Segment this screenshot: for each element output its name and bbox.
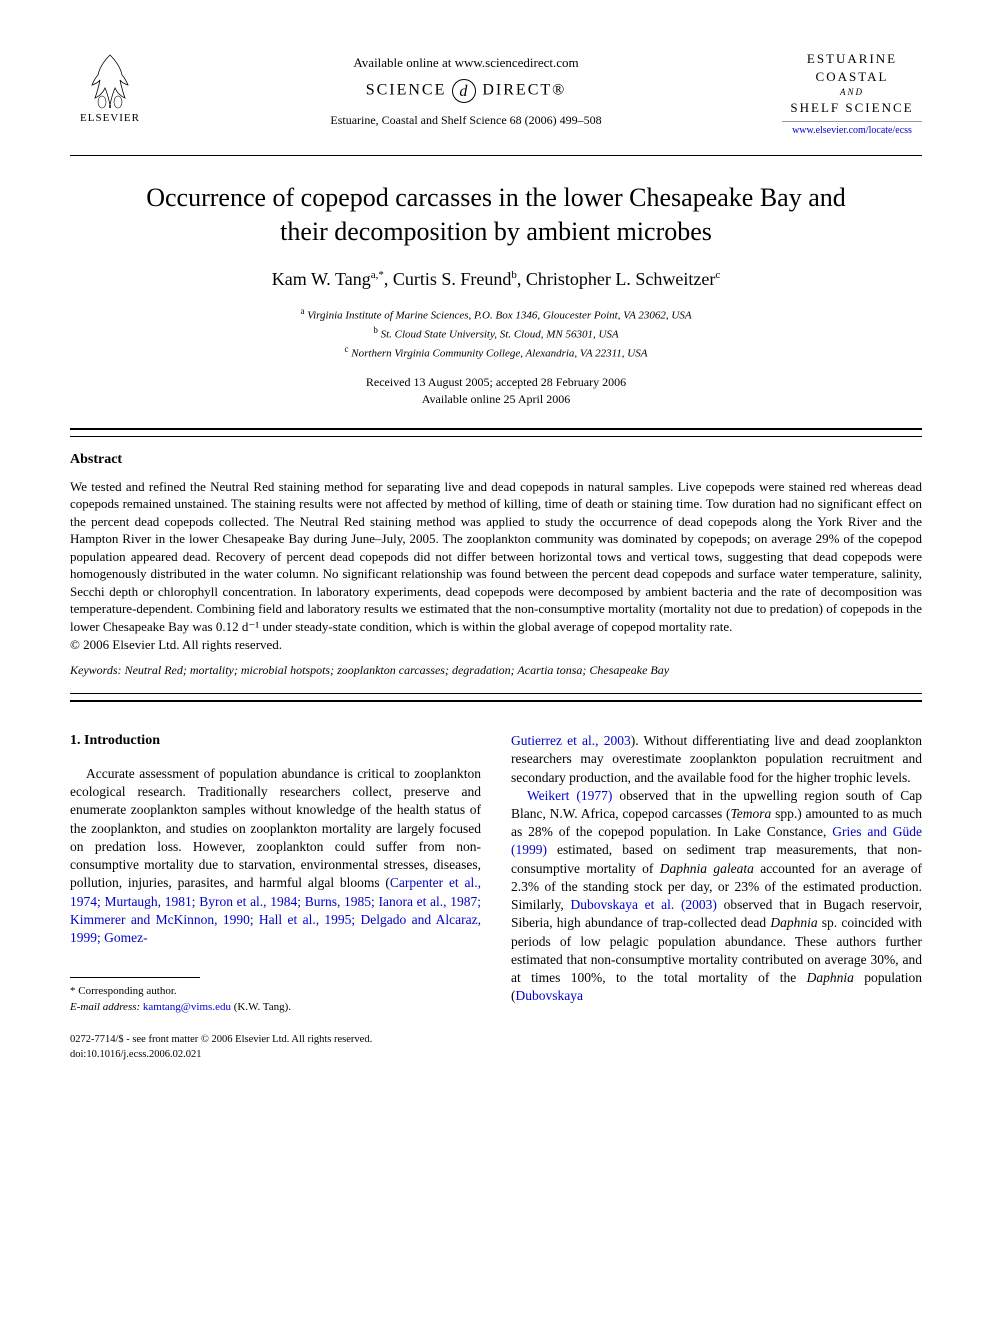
email-suffix: (K.W. Tang). [234,1001,291,1013]
email-address[interactable]: kamtang@vims.edu [143,1001,231,1013]
journal-url[interactable]: www.elsevier.com/locate/ecss [782,121,922,136]
elsevier-logo: ELSEVIER [70,50,150,140]
sciencedirect-d-icon: d [452,79,476,103]
body-columns: 1. Introduction Accurate assessment of p… [70,732,922,1062]
ref-dubovskaya-2[interactable]: Dubovskaya [516,988,584,1003]
author-2-sup: b [511,269,517,281]
intro-ref-cont[interactable]: Gutierrez et al., 2003 [511,733,631,748]
abstract-body: We tested and refined the Neutral Red st… [70,479,922,634]
elsevier-label: ELSEVIER [80,112,140,124]
keywords-text: Neutral Red; mortality; microbial hotspo… [125,663,669,677]
species-temora: Temora [731,806,772,821]
abstract-copyright: © 2006 Elsevier Ltd. All rights reserved… [70,637,282,652]
affil-c: Northern Virginia Community College, Ale… [351,348,647,360]
abstract-text: We tested and refined the Neutral Red st… [70,478,922,653]
affil-b-sup: b [373,325,378,335]
affil-b: St. Cloud State University, St. Cloud, M… [381,328,619,340]
email-label: E-mail address: [70,1001,140,1013]
intro-paragraph-1-cont: Gutierrez et al., 2003). Without differe… [511,732,922,787]
available-date: Available online 25 April 2006 [70,391,922,408]
journal-title-line3: SHELF SCIENCE [782,99,922,117]
ref-weikert[interactable]: Weikert (1977) [527,788,612,803]
sciencedirect-logo: SCIENCE d DIRECT® [150,79,782,103]
journal-reference: Estuarine, Coastal and Shelf Science 68 … [150,113,782,128]
corresponding-footnote: * Corresponding author. E-mail address: … [70,984,481,1015]
journal-logo: ESTUARINE COASTAL AND SHELF SCIENCE www.… [782,50,922,136]
author-3-sup: c [715,269,720,281]
author-2: Curtis S. Freund [393,269,512,289]
available-online-text: Available online at www.sciencedirect.co… [150,55,782,71]
corresponding-author: * Corresponding author. [70,984,481,999]
elsevier-tree-icon [80,50,140,110]
journal-title-line2: COASTAL [782,68,922,86]
column-left: 1. Introduction Accurate assessment of p… [70,732,481,1062]
sciencedirect-right: DIRECT® [482,82,566,99]
affiliations: a Virginia Institute of Marine Sciences,… [70,305,922,362]
affil-c-sup: c [345,344,349,354]
header-center: Available online at www.sciencedirect.co… [150,50,782,128]
author-1-sup: a,* [371,269,384,281]
authors: Kam W. Tanga,*, Curtis S. Freundb, Chris… [70,269,922,290]
received-date: Received 13 August 2005; accepted 28 Feb… [70,374,922,391]
affil-a-sup: a [300,306,304,316]
column-right: Gutierrez et al., 2003). Without differe… [511,732,922,1062]
article-dates: Received 13 August 2005; accepted 28 Feb… [70,374,922,408]
section-1-heading: 1. Introduction [70,732,481,751]
journal-logo-title: ESTUARINE COASTAL AND SHELF SCIENCE [782,50,922,117]
article-title: Occurrence of copepod carcasses in the l… [130,181,862,249]
sciencedirect-left: SCIENCE [366,82,447,99]
page-header: ELSEVIER Available online at www.science… [70,50,922,140]
species-daphnia-1: Daphnia [770,915,817,930]
abstract-bottom-rule [70,693,922,702]
abstract-top-rule [70,428,922,437]
author-3: Christopher L. Schweitzer [526,269,715,289]
species-daphnia-galeata: Daphnia galeata [660,861,754,876]
journal-title-and: AND [782,86,922,99]
author-1: Kam W. Tang [272,269,371,289]
intro-paragraph-1: Accurate assessment of population abunda… [70,765,481,947]
header-rule [70,155,922,156]
keywords: Keywords: Neutral Red; mortality; microb… [70,663,922,678]
ref-dubovskaya[interactable]: Dubovskaya et al. (2003) [570,897,716,912]
copyright-footer: 0272-7714/$ - see front matter © 2006 El… [70,1033,481,1062]
copyright-line-1: 0272-7714/$ - see front matter © 2006 El… [70,1033,481,1048]
copyright-line-2: doi:10.1016/j.ecss.2006.02.021 [70,1048,481,1063]
intro-text-a: Accurate assessment of population abunda… [70,766,481,890]
species-daphnia-2: Daphnia [807,970,854,985]
journal-title-line1: ESTUARINE [782,50,922,68]
footnote-separator [70,977,200,978]
affil-a: Virginia Institute of Marine Sciences, P… [307,309,691,321]
abstract-heading: Abstract [70,452,922,468]
intro-paragraph-2: Weikert (1977) observed that in the upwe… [511,787,922,1006]
keywords-label: Keywords: [70,663,122,677]
